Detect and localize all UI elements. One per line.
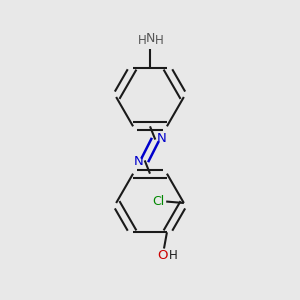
Text: Cl: Cl: [152, 195, 165, 208]
Text: N: N: [133, 155, 143, 168]
Text: H: H: [169, 249, 178, 262]
Text: N: N: [157, 132, 167, 145]
Text: N: N: [146, 32, 156, 45]
Text: H: H: [155, 34, 164, 47]
Text: H: H: [138, 34, 147, 47]
Text: O: O: [157, 249, 168, 262]
